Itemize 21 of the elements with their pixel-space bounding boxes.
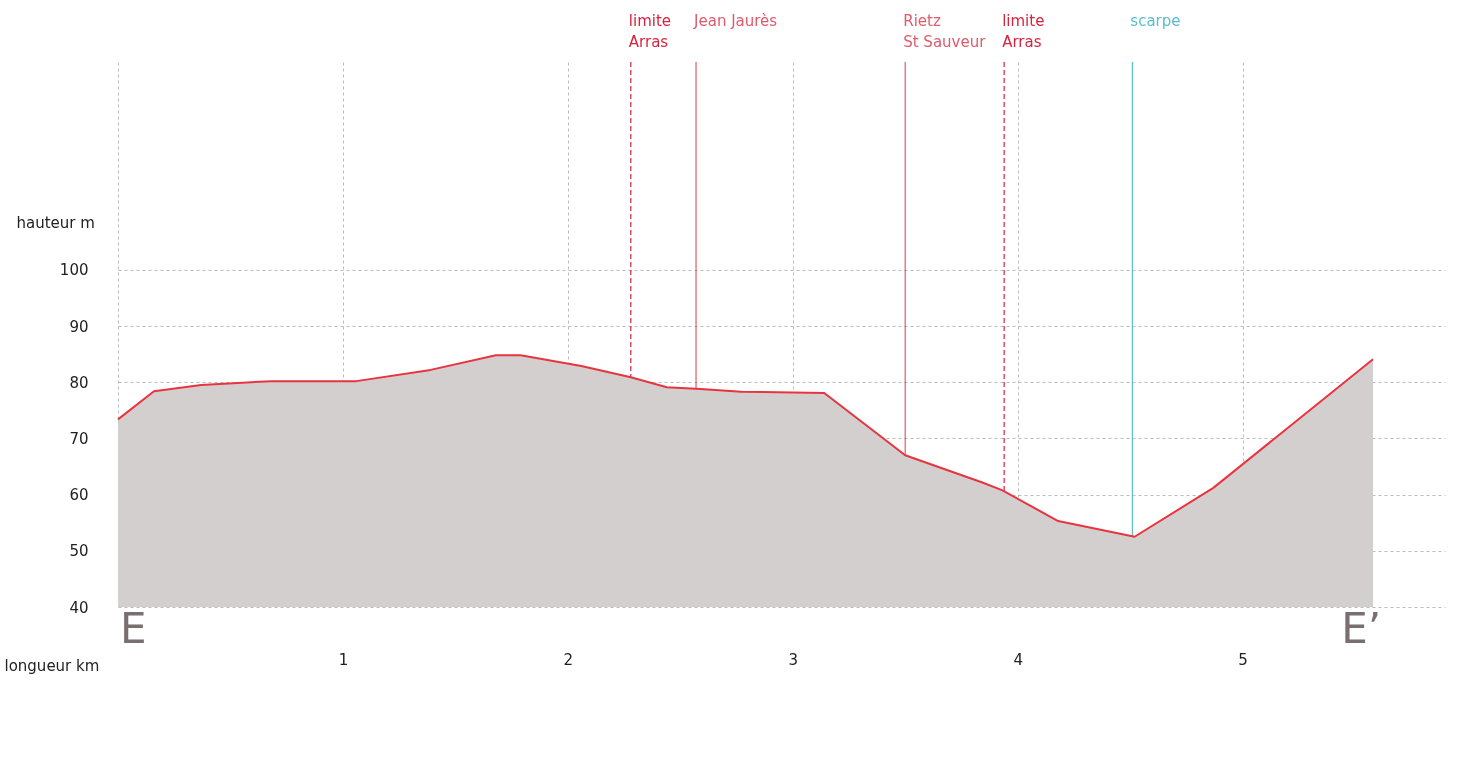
x-tick-label: 1 xyxy=(338,650,349,669)
annotation: E xyxy=(120,604,147,653)
y-tick-label: 70 xyxy=(69,429,89,448)
y-tick-label: 60 xyxy=(69,486,89,505)
y-tick-label: 40 xyxy=(69,598,89,617)
x-tick-label: 3 xyxy=(788,650,799,669)
ref-line-label: Rietz St Sauveur xyxy=(903,12,987,51)
y-tick-label: 80 xyxy=(69,373,89,392)
ref-line-label: scarpe xyxy=(1130,12,1181,30)
ref-line-label: limite Arras xyxy=(1002,12,1045,51)
x-tick-label: 5 xyxy=(1238,650,1248,669)
annotation: E’ xyxy=(1341,604,1382,653)
ref-line-label: limite Arras xyxy=(628,12,672,51)
x-tick-label: 4 xyxy=(1013,650,1023,669)
y-tick-label: 100 xyxy=(59,261,89,280)
y-tick-label: 90 xyxy=(69,317,89,336)
x-axis-title: longueur km xyxy=(4,656,100,675)
y-tick-label: 50 xyxy=(69,542,89,561)
x-tick-label: 2 xyxy=(563,650,574,669)
y-axis-title: hauteur m xyxy=(16,213,95,232)
ref-line-label: Jean Jaurès xyxy=(693,12,778,30)
